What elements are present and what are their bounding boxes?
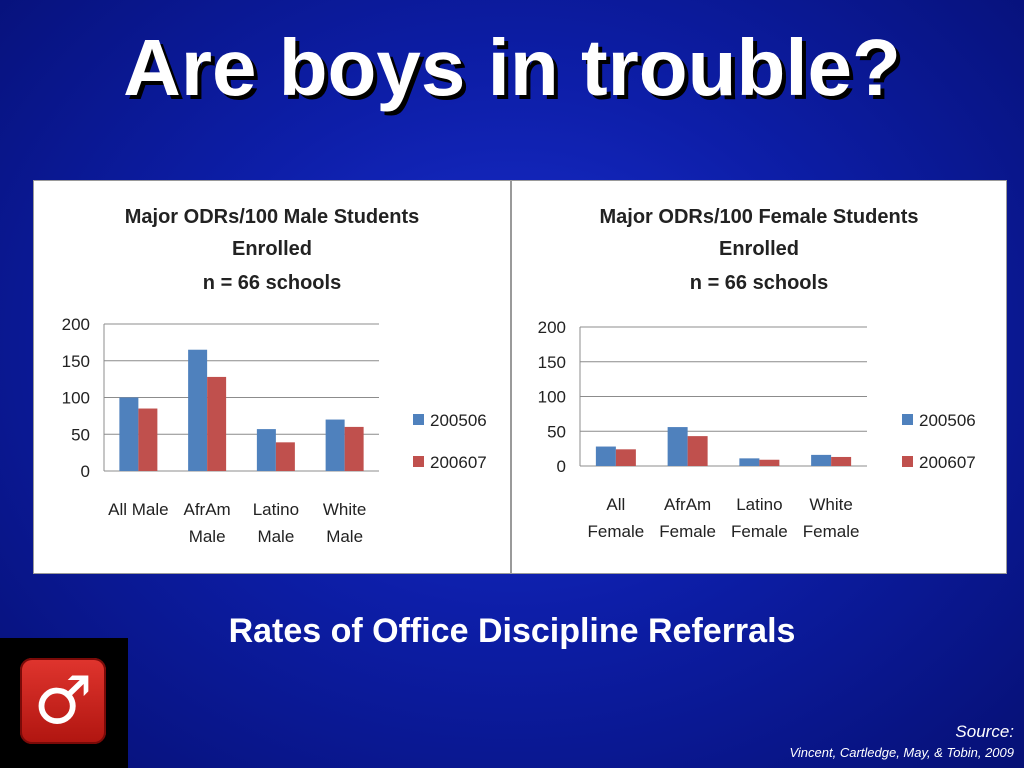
- male-chart-bar-200607: [275, 442, 295, 471]
- male-chart-x-tick-label: AfrAm: [184, 500, 231, 519]
- female-chart-y-tick-label: 150: [538, 353, 566, 372]
- male-chart-title-line-2: Enrolled: [231, 238, 312, 260]
- female-chart-x-tick-label: Female: [803, 522, 860, 541]
- male-chart-legend-swatch: [413, 456, 424, 467]
- male-chart-bar-200607: [138, 408, 158, 471]
- male-chart-x-tick-label: Male: [189, 527, 226, 546]
- male-symbol-icon: ♂: [20, 658, 106, 744]
- female-chart-bar-200607: [831, 456, 852, 466]
- logo-box: ♂: [0, 638, 128, 768]
- male-odr-chart: Major ODRs/100 Male Students Enrolled n …: [33, 180, 511, 574]
- female-chart-bar-200506: [667, 427, 688, 466]
- female-chart-x-tick-label: Latino: [736, 495, 782, 514]
- female-chart-x-tick-label: Female: [731, 522, 788, 541]
- male-chart-y-tick-label: 50: [71, 425, 90, 444]
- male-chart-legend-label: 200506: [430, 411, 487, 430]
- female-chart-x-tick-label: Female: [659, 522, 716, 541]
- female-chart-bar-200506: [595, 446, 616, 466]
- slide-title: Are boys in trouble?: [123, 23, 901, 112]
- female-chart-y-tick-label: 200: [538, 318, 566, 337]
- male-chart-bar-200506: [325, 419, 345, 471]
- male-chart-bar-200607: [207, 376, 227, 471]
- male-chart-plot: 0 50 100 150 200 All Male AfrAm Male Latino Male W…: [62, 315, 487, 546]
- male-chart-bar-200506: [119, 397, 139, 471]
- female-chart-title-line-1: Major ODRs/100 Female Students: [599, 206, 919, 228]
- female-chart-bar-200506: [811, 454, 832, 466]
- male-chart-x-tick-label: All Male: [108, 500, 168, 519]
- source-label: Source:: [955, 722, 1014, 741]
- male-chart-x-tick-label: Male: [326, 527, 363, 546]
- female-chart-legend-label: 200506: [919, 411, 976, 430]
- female-chart-x-tick-label: AfrAm: [664, 495, 711, 514]
- slide-subtitle: Rates of Office Discipline Referrals: [228, 612, 796, 650]
- male-chart-title-line-3: n = 66 schools: [202, 272, 342, 294]
- female-chart-y-tick-label: 50: [547, 422, 566, 441]
- female-chart-bar-200607: [759, 459, 780, 466]
- male-chart-y-tick-label: 100: [62, 389, 90, 408]
- female-chart-title-line-3: n = 66 schools: [689, 272, 829, 294]
- female-chart-x-tick-label: White: [809, 495, 852, 514]
- male-chart-legend-label: 200607: [430, 453, 487, 472]
- female-chart-x-tick-label: All: [606, 495, 625, 514]
- female-chart-title-line-2: Enrolled: [718, 238, 799, 260]
- female-chart-plot: 0 50 100 150 200 All Female AfrAm Female Latino Fe…: [538, 318, 976, 541]
- female-chart-bar-200506: [739, 458, 760, 466]
- male-chart-y-tick-label: 0: [81, 462, 90, 481]
- female-odr-chart: Major ODRs/100 Female Students Enrolled …: [511, 180, 1007, 574]
- male-chart-bar-200506: [188, 349, 208, 471]
- male-chart-x-tick-label: Male: [257, 527, 294, 546]
- female-chart-y-tick-label: 0: [557, 457, 566, 476]
- male-chart-bar-200607: [344, 426, 364, 471]
- female-chart-legend-swatch: [902, 456, 913, 467]
- female-chart-x-tick-label: Female: [588, 522, 645, 541]
- female-chart-bar-200607: [687, 436, 708, 466]
- male-chart-x-tick-label: White: [323, 500, 366, 519]
- male-chart-title-line-1: Major ODRs/100 Male Students: [124, 206, 420, 228]
- male-chart-x-tick-label: Latino: [253, 500, 299, 519]
- female-chart-legend-swatch: [902, 414, 913, 425]
- female-chart-bar-200607: [615, 449, 636, 466]
- male-chart-y-tick-label: 200: [62, 315, 90, 334]
- female-chart-y-tick-label: 100: [538, 388, 566, 407]
- source-citation: Vincent, Cartledge, May, & Tobin, 2009: [789, 745, 1014, 760]
- male-chart-y-tick-label: 150: [62, 352, 90, 371]
- male-chart-legend-swatch: [413, 414, 424, 425]
- female-chart-legend-label: 200607: [919, 453, 976, 472]
- male-chart-bar-200506: [256, 429, 276, 471]
